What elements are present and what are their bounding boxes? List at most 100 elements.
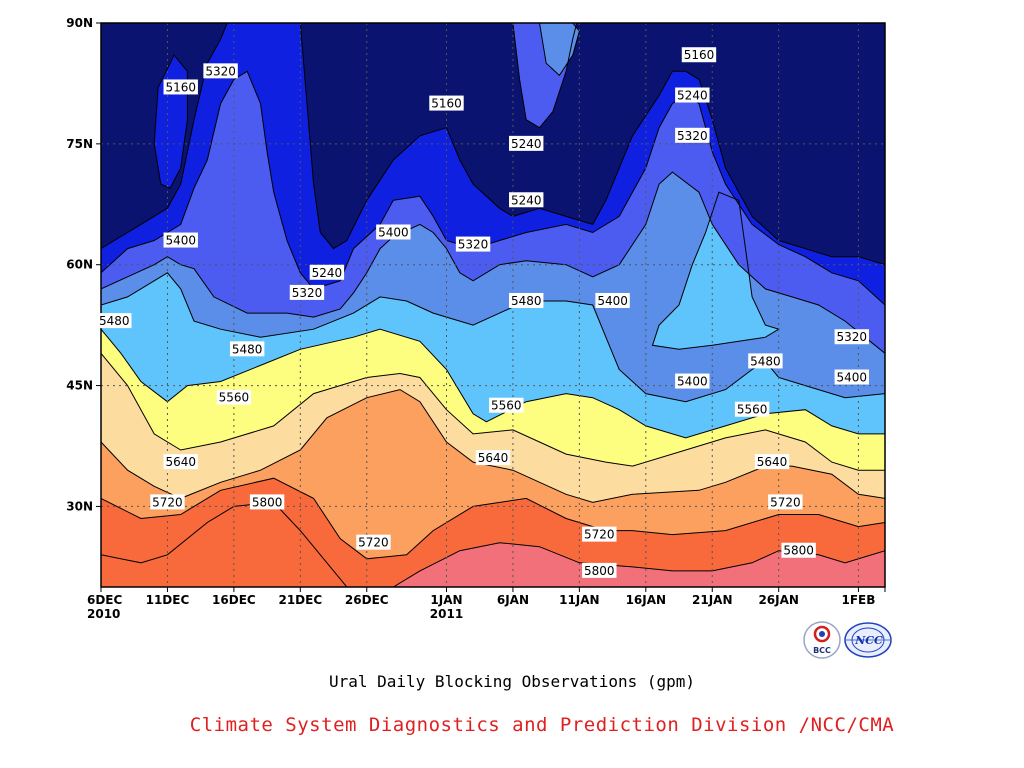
contour-label-text: 5240 — [511, 193, 542, 207]
contour-label: 5800 — [249, 494, 285, 510]
x-tick-label: 26DEC — [345, 593, 389, 607]
y-tick-label: 30N — [66, 499, 93, 513]
contour-label-text: 5480 — [750, 354, 781, 368]
contour-label: 5160 — [429, 95, 464, 111]
plot-area — [100, 22, 886, 588]
contour-label-bg — [376, 224, 411, 240]
x-tick-label: 11DEC — [146, 593, 190, 607]
ncc-logo-text: NCC — [854, 634, 883, 647]
contour-label: 5240 — [309, 264, 345, 280]
contour-label-bg — [289, 284, 325, 300]
contour-line-5560 — [101, 352, 885, 471]
contour-label-text: 5400 — [597, 294, 628, 308]
contour-label: 5480 — [97, 313, 132, 329]
contour-label: 5640 — [163, 454, 198, 470]
x-tick-sublabel: 2011 — [430, 607, 463, 621]
contour-label-text: 5720 — [584, 528, 615, 542]
contour-label: 5400 — [163, 232, 198, 248]
contour-label: 5640 — [754, 454, 790, 470]
contour-label-bg — [675, 87, 710, 103]
x-tick-label: 26JAN — [758, 593, 799, 607]
contour-label-text: 5240 — [312, 266, 343, 280]
contour-label-text: 5400 — [165, 234, 196, 248]
x-tick-label: 1FEB — [841, 593, 875, 607]
contour-label: 5480 — [748, 353, 783, 369]
contour-label-text: 5160 — [165, 80, 196, 94]
contour-label-text: 5320 — [837, 330, 868, 344]
contour-label-text: 5320 — [677, 129, 708, 143]
contour-label: 5400 — [376, 224, 411, 240]
contour-label-bg — [582, 526, 617, 542]
contour-label-bg — [595, 292, 630, 308]
contour-label-bg — [768, 494, 803, 510]
contour-label-bg — [834, 369, 869, 385]
contour-label-text: 5720 — [358, 536, 389, 550]
contour-label-text: 5240 — [677, 89, 708, 103]
contour-line-5160 — [153, 54, 188, 189]
x-tick-label: 16JAN — [626, 593, 667, 607]
contour-label-text: 5640 — [757, 455, 788, 469]
contour-label: 5480 — [229, 341, 265, 357]
ncc-logo: NCC — [844, 622, 892, 658]
contour-label-bg — [754, 454, 790, 470]
contour-label-bg — [509, 292, 544, 308]
contour-label-text: 5800 — [783, 544, 814, 558]
contour-label-text: 5640 — [165, 455, 196, 469]
credit-line: Climate System Diagnostics and Predictio… — [189, 714, 895, 736]
contour-label: 5720 — [582, 526, 617, 542]
logos: BCC NCC — [803, 621, 892, 659]
contour-label-text: 5320 — [205, 64, 236, 78]
x-tick-label: 21JAN — [692, 593, 733, 607]
x-tick-sublabel: 2010 — [87, 607, 120, 621]
contour-label: 5640 — [475, 450, 511, 466]
contour-label: 5400 — [595, 292, 630, 308]
contour-label-bg — [675, 127, 710, 143]
contour-label-bg — [229, 341, 265, 357]
contour-label-bg — [309, 264, 345, 280]
contour-label-bg — [509, 192, 544, 208]
contour-label-bg — [249, 494, 285, 510]
contour-label-text: 5480 — [511, 294, 542, 308]
y-axis: 30N 45N 60N 75N 90N — [66, 16, 101, 513]
bcc-logo-text: BCC — [813, 646, 831, 655]
contour-line-5240 — [101, 70, 885, 306]
contour-label: 5160 — [163, 79, 198, 95]
contour-label-bg — [509, 135, 544, 151]
contour-line-5320 — [538, 23, 580, 77]
contour-label: 5240 — [675, 87, 710, 103]
contour-label-text: 5640 — [478, 451, 509, 465]
x-tick-label: 16DEC — [212, 593, 256, 607]
contour-label-text: 5400 — [677, 375, 708, 389]
contour-label: 5320 — [289, 284, 325, 300]
contour-label: 5560 — [216, 389, 252, 405]
contour-label: 5720 — [768, 494, 803, 510]
contour-label-bg — [216, 389, 252, 405]
contour-label-bg — [163, 232, 198, 248]
x-tick-label: 6JAN — [497, 593, 529, 607]
contour-label-text: 5160 — [431, 97, 462, 111]
contour-line-5320 — [101, 171, 885, 354]
contour-label-bg — [734, 401, 770, 417]
contour-label-bg — [203, 63, 238, 79]
contour-label-text: 5480 — [99, 314, 130, 328]
contour-label-text: 5320 — [292, 286, 323, 300]
contour-line-5240 — [512, 23, 578, 129]
contour-line-5400 — [651, 191, 780, 350]
contour-line-5160 — [101, 23, 228, 250]
chart-title: Ural Daily Blocking Observations (gpm) — [328, 672, 696, 691]
contour-label-text: 5720 — [770, 495, 801, 509]
y-tick-label: 90N — [66, 16, 93, 30]
contour-label: 5320 — [203, 63, 238, 79]
contour-label: 5320 — [455, 236, 491, 252]
band-5400-5480-pocket — [652, 192, 779, 350]
contour-label: 5320 — [834, 329, 869, 345]
contour-label-text: 5400 — [837, 371, 868, 385]
plot-frame — [100, 22, 886, 588]
contour-label: 5240 — [509, 192, 544, 208]
contour-label: 5720 — [356, 534, 391, 550]
contour-label-text: 5240 — [511, 137, 542, 151]
band-5320-5400-tongue — [539, 23, 580, 76]
contour-label-text: 5160 — [684, 48, 715, 62]
